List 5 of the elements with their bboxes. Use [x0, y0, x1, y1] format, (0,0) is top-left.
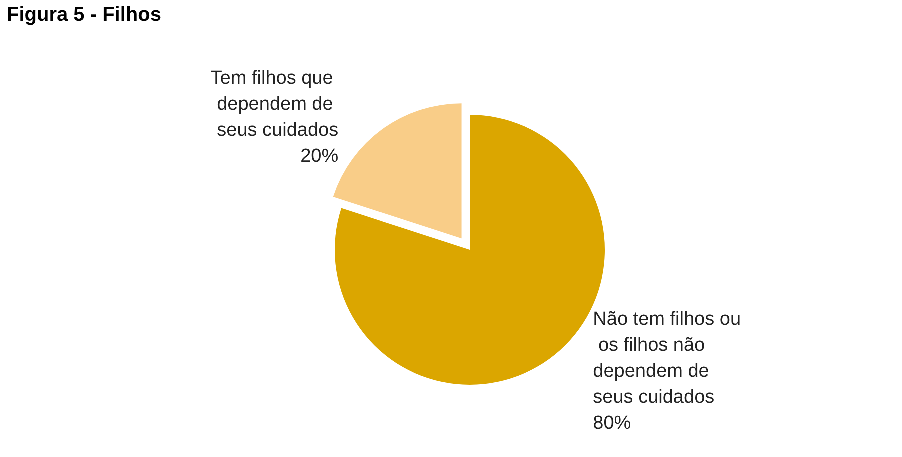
- slice-label: Tem filhos que dependem de seus cuidados: [210, 68, 339, 141]
- data-label: 20%: [300, 146, 339, 167]
- chart-title: Figura 5 - Filhos: [7, 4, 162, 26]
- slice-label: Não tem filhos ou os filhos não dependem de seus cuidados: [593, 308, 742, 408]
- data-label: 80%: [593, 412, 632, 434]
